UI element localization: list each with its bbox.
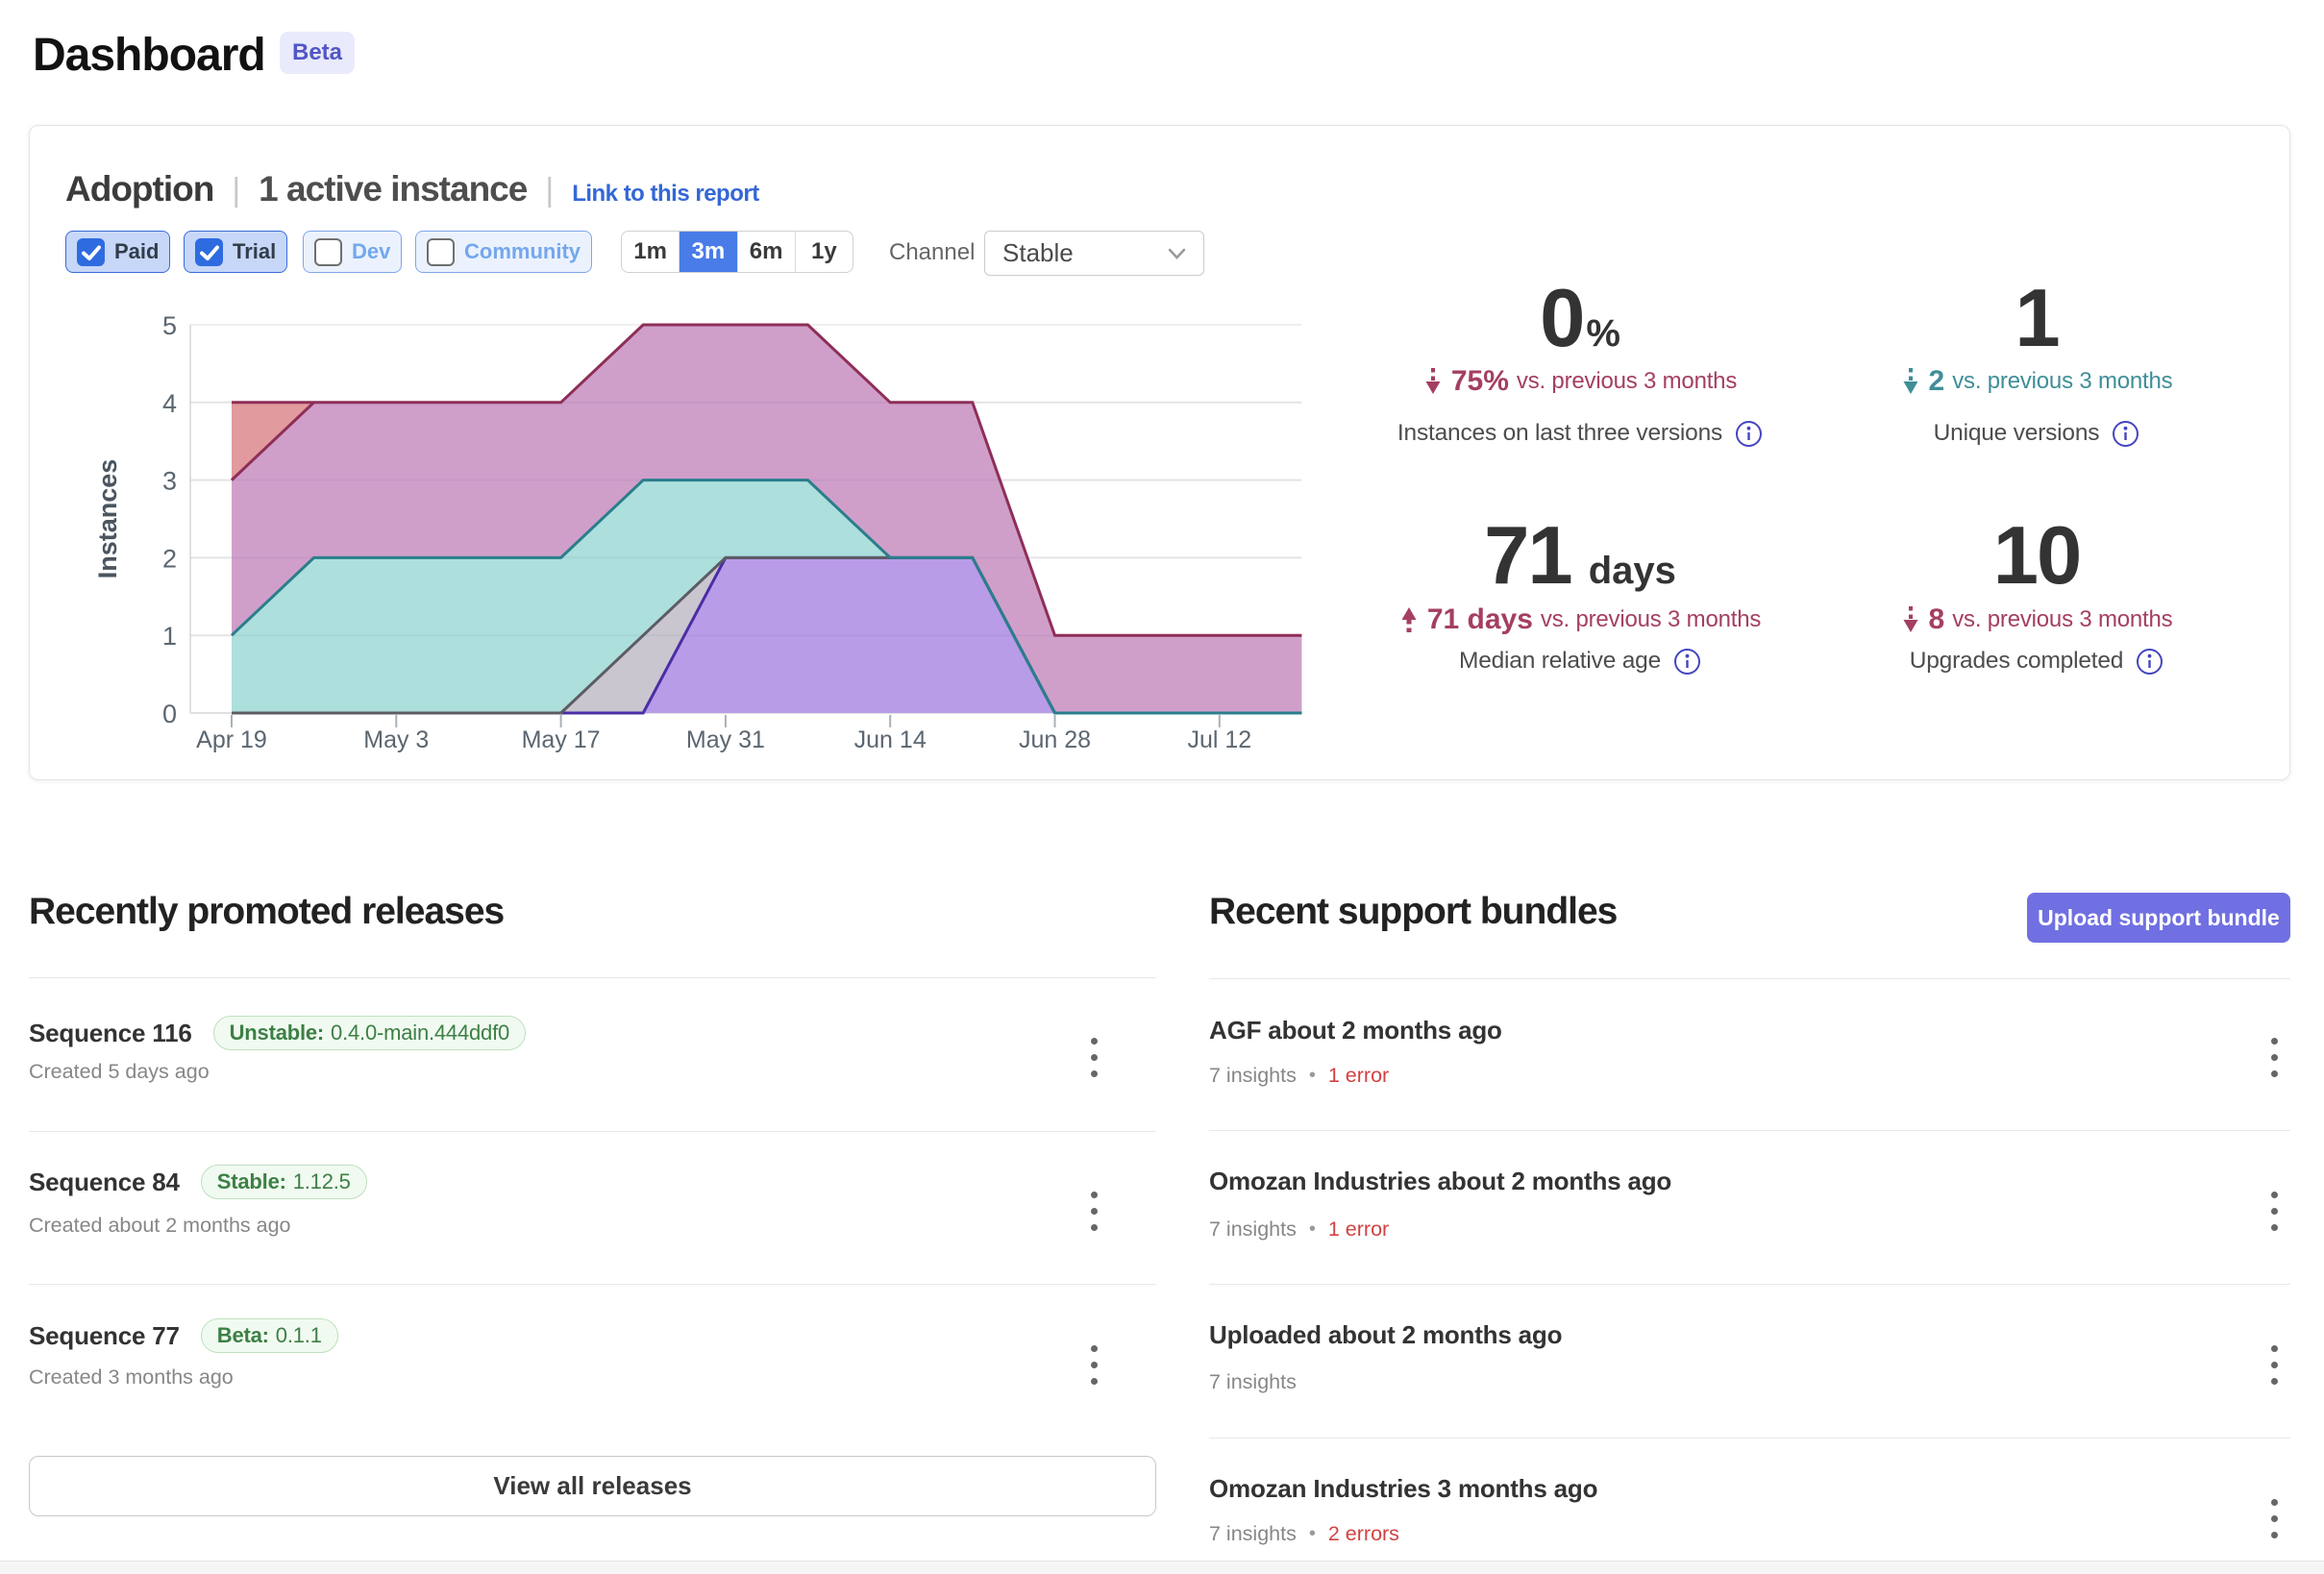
svg-text:May 3: May 3 <box>363 726 429 753</box>
svg-text:2: 2 <box>162 544 177 573</box>
svg-text:5: 5 <box>162 311 177 340</box>
svg-text:3: 3 <box>162 467 177 496</box>
svg-text:May 17: May 17 <box>522 726 601 753</box>
svg-text:4: 4 <box>162 389 177 418</box>
svg-text:Jul 12: Jul 12 <box>1187 726 1251 753</box>
svg-text:Jun 14: Jun 14 <box>854 726 927 753</box>
svg-text:Apr 19: Apr 19 <box>196 726 267 753</box>
svg-text:Instances: Instances <box>93 459 122 579</box>
svg-text:1: 1 <box>162 622 177 651</box>
svg-text:May 31: May 31 <box>686 726 765 753</box>
svg-text:Jun 28: Jun 28 <box>1019 726 1091 753</box>
svg-text:0: 0 <box>162 700 177 728</box>
